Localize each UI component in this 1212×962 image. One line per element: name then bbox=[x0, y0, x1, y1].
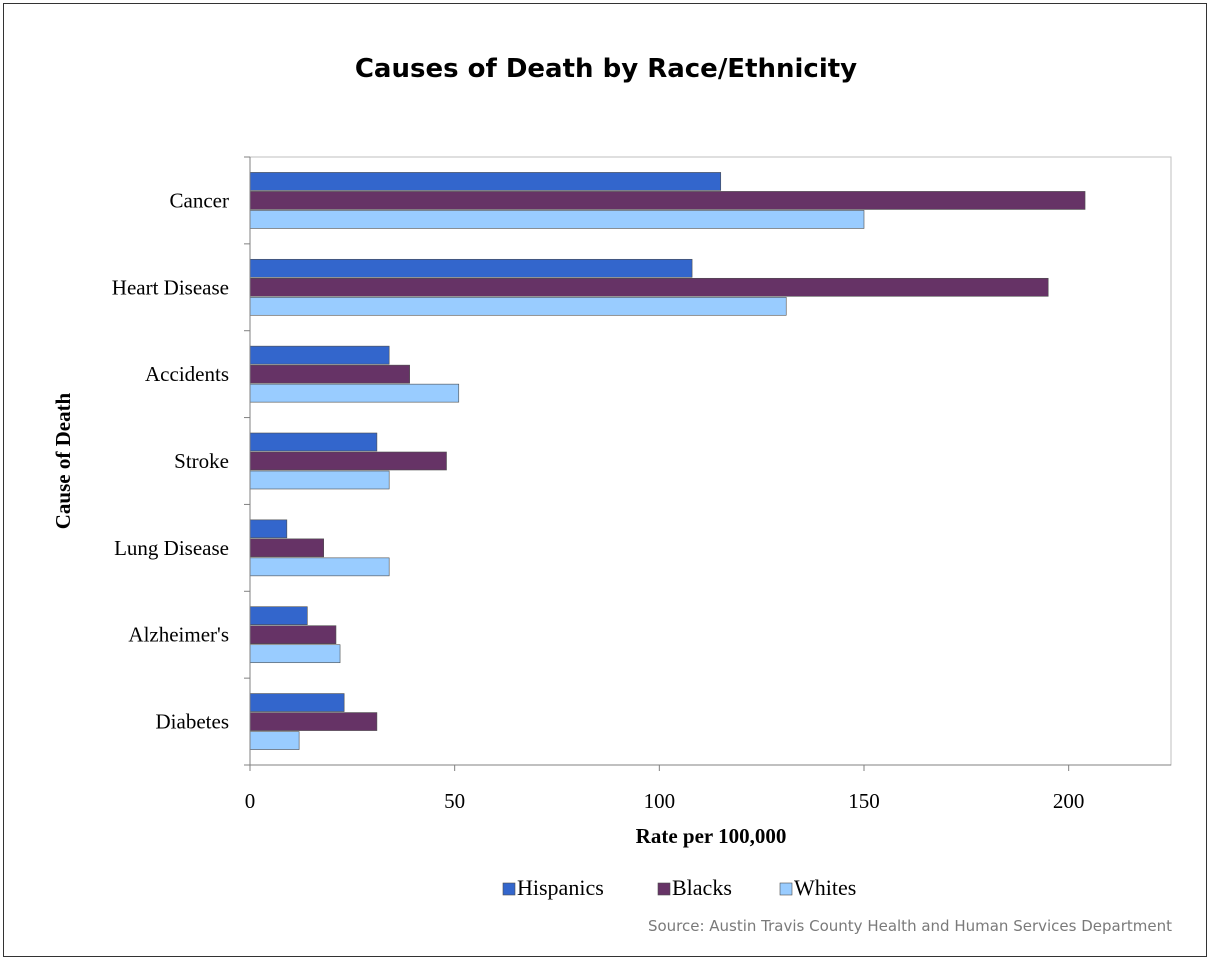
x-axis-title: Rate per 100,000 bbox=[636, 824, 787, 848]
x-tick-label: 100 bbox=[644, 789, 676, 813]
legend: Hispanics Blacks Whites bbox=[502, 875, 856, 900]
bar-whites-cancer bbox=[249, 210, 865, 229]
chart-title: Causes of Death by Race/Ethnicity bbox=[354, 54, 858, 84]
bar-hispanics-cancer bbox=[249, 172, 722, 191]
bar-hispanics-accidents bbox=[249, 345, 390, 365]
bar-blacks-stroke bbox=[249, 451, 447, 471]
bar-hispanics-lung-disease bbox=[249, 519, 288, 539]
bar-blacks-cancer bbox=[249, 191, 1086, 210]
category-label: Diabetes bbox=[156, 710, 229, 734]
ticks-layer bbox=[244, 156, 1070, 771]
legend-swatch-whites bbox=[779, 882, 793, 896]
bar-hispanics-heart-disease bbox=[249, 258, 693, 278]
bar-blacks-alzheimer-s bbox=[249, 625, 337, 645]
bar-whites-lung-disease bbox=[249, 557, 390, 577]
bar-blacks-diabetes bbox=[249, 712, 378, 731]
category-label: Heart Disease bbox=[112, 275, 229, 299]
bar-whites-heart-disease bbox=[249, 296, 787, 316]
bar-hispanics-alzheimer-s bbox=[249, 606, 308, 626]
category-label: Stroke bbox=[174, 449, 229, 473]
chart-frame bbox=[3, 3, 1207, 957]
bar-blacks-accidents bbox=[249, 364, 410, 384]
bar-blacks-lung-disease bbox=[249, 538, 324, 558]
category-label: Cancer bbox=[170, 188, 229, 212]
legend-swatch-hispanics bbox=[502, 882, 516, 896]
legend-label-hispanics: Hispanics bbox=[517, 875, 604, 900]
x-tick-label: 0 bbox=[245, 789, 256, 813]
bar-whites-diabetes bbox=[249, 731, 300, 750]
source-note: Source: Austin Travis County Health and … bbox=[647, 917, 1172, 935]
category-label: Accidents bbox=[145, 362, 229, 386]
x-tick-label: 150 bbox=[848, 789, 880, 813]
category-label: Alzheimer's bbox=[128, 623, 229, 647]
x-tick-label: 50 bbox=[444, 789, 465, 813]
y-axis-title: Cause of Death bbox=[51, 392, 75, 529]
legend-label-whites: Whites bbox=[794, 875, 856, 900]
bar-hispanics-stroke bbox=[249, 432, 378, 452]
bar-whites-stroke bbox=[249, 470, 390, 490]
bar-hispanics-diabetes bbox=[249, 693, 345, 712]
category-label: Lung Disease bbox=[114, 536, 229, 560]
bars-layer bbox=[249, 172, 1086, 750]
bar-whites-accidents bbox=[249, 383, 460, 403]
x-tick-label: 200 bbox=[1053, 789, 1085, 813]
bar-whites-alzheimer-s bbox=[249, 644, 341, 664]
labels-layer: Cancer Heart Disease Accidents Stroke Lung D… bbox=[112, 188, 1085, 813]
legend-swatch-blacks bbox=[657, 882, 671, 896]
legend-label-blacks: Blacks bbox=[672, 875, 732, 900]
bar-blacks-heart-disease bbox=[249, 277, 1049, 297]
